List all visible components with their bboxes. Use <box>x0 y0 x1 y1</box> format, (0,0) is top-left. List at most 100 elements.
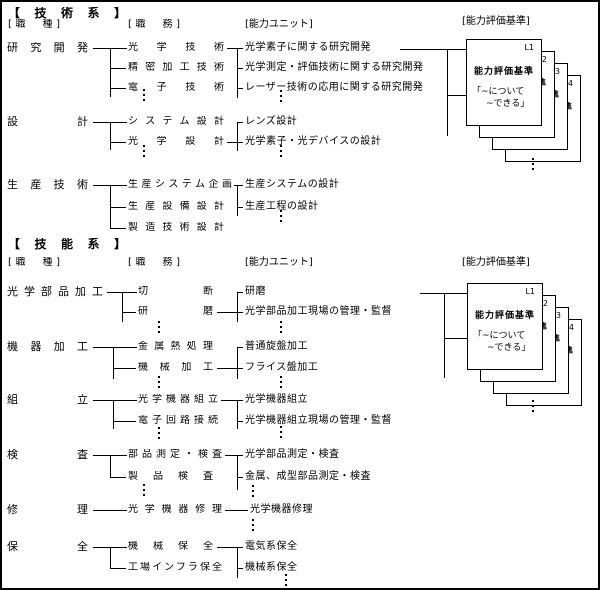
card-stub-line <box>444 338 467 339</box>
duty-label: 金属熱処理 <box>138 341 213 352</box>
duty-label: 研磨 <box>138 306 213 317</box>
duty-label: 製品検査 <box>128 471 213 482</box>
unit-more-ellipsis <box>280 145 282 160</box>
unit-bracket-line <box>237 122 238 151</box>
duty-label: システム設計 <box>128 116 224 127</box>
duty-label: 製造技術設計 <box>128 222 224 233</box>
column-header-ability-unit: [能力ユニット] <box>245 19 313 30</box>
duty-to-unit-line <box>225 455 243 456</box>
ability-unit-label: 機械系保全 <box>245 562 298 573</box>
card-level-label: L3 <box>551 311 561 320</box>
duty-bracket-line <box>110 48 111 97</box>
ability-unit-label: 光学部品加工現場の管理・監督 <box>245 306 392 317</box>
duty-stub-line <box>110 88 126 89</box>
card-quote-line1: 「~について <box>473 331 526 341</box>
job-to-duty-line <box>93 347 137 348</box>
card-title: 能力評価基準 <box>474 311 535 321</box>
duty-more-ellipsis <box>158 376 160 391</box>
duty-label: 機械保全 <box>128 541 213 552</box>
job-category-label: 設計 <box>7 116 88 128</box>
duty-label: 光学機器組立 <box>138 394 218 405</box>
card-level-label: L4 <box>564 323 574 332</box>
duty-label: 光学設計 <box>128 136 224 147</box>
ability-unit-label: 光学部品測定・検査 <box>245 449 340 460</box>
duty-to-unit-line <box>225 510 248 511</box>
unit-bracket-line <box>237 547 238 578</box>
duty-label: 生産設備設計 <box>128 201 224 212</box>
card-more-ellipsis <box>532 158 534 173</box>
duty-stub-line <box>110 68 126 69</box>
card-level-label: L2 <box>537 55 547 64</box>
duty-label: 光学技術 <box>128 42 224 53</box>
duty-bracket-line <box>110 185 111 228</box>
unit-bracket-line <box>237 185 238 216</box>
duty-label: 精密加工技術 <box>128 62 224 73</box>
section-title: 【技術系】 <box>8 7 126 19</box>
ability-unit-label: フライス盤加工 <box>245 362 319 373</box>
unit-stub-line <box>237 207 243 208</box>
duty-to-unit-line <box>221 400 243 401</box>
unit-bracket-line <box>237 347 238 379</box>
unit-more-ellipsis <box>252 485 254 500</box>
units-to-card-line <box>420 293 467 294</box>
job-category-label: 生産技術 <box>7 179 88 191</box>
duty-label: 切断 <box>138 286 213 297</box>
card-quote-line1: 「~について <box>472 87 525 97</box>
duty-stub-line <box>110 228 126 229</box>
card-stub-line <box>447 95 466 96</box>
duty-stub-line <box>110 568 126 569</box>
card-level-label: L4 <box>563 79 573 88</box>
duty-stub-line <box>113 368 136 369</box>
column-header-job-category: [職 種] <box>8 19 60 30</box>
duty-stub-line <box>110 207 126 208</box>
ability-unit-label: 光学測定・評価技術に関する研究開発 <box>245 62 424 73</box>
card-quote-line2: ~できる」 <box>486 99 530 109</box>
job-to-duty-line <box>93 400 137 401</box>
card-level-label: L1 <box>525 287 535 296</box>
ability-unit-label: 金属、成型部品測定・検査 <box>245 471 371 482</box>
ability-unit-label: 光学素子に関する研究開発 <box>245 42 371 53</box>
unit-stub-line <box>237 568 243 569</box>
card-level-label: L2 <box>538 299 548 308</box>
duty-to-unit-line <box>217 368 243 369</box>
unit-more-ellipsis <box>280 321 282 336</box>
card-quote-line2: ~できる」 <box>487 343 531 353</box>
units-to-card-line <box>400 49 466 50</box>
card-level-label: L3 <box>550 67 560 76</box>
duty-label: 光学機器修理 <box>128 504 222 515</box>
duty-label: 部品測定・検査 <box>128 449 222 460</box>
duty-bracket-line <box>113 347 114 379</box>
unit-stub-line <box>237 421 243 422</box>
job-category-label: 光学部品加工 <box>7 286 103 298</box>
duty-stub-line <box>110 142 126 143</box>
duty-bracket-line <box>122 292 123 322</box>
ability-unit-label: 光学機器修理 <box>250 504 313 515</box>
ability-unit-label: 生産工程の設計 <box>245 201 319 212</box>
job-category-label: 組立 <box>7 394 88 406</box>
job-to-duty-line <box>93 510 127 511</box>
unit-stub-line <box>237 292 243 293</box>
criteria-card: L1 能力評価基準 「~について ~できる」 <box>466 39 542 126</box>
job-category-label: 機器加工 <box>7 341 88 353</box>
duty-to-unit-line <box>227 48 243 49</box>
column-header-evaluation-standard: [能力評価基準] <box>462 16 530 27</box>
ability-unit-label: 光学機器組立 <box>245 394 308 405</box>
duty-more-ellipsis <box>143 89 145 104</box>
duty-label: 生産システム企画 <box>128 179 232 190</box>
card-collector-line <box>447 49 448 136</box>
ability-unit-label: 光学素子・光デバイスの設計 <box>245 136 382 147</box>
duty-to-unit-line <box>217 312 243 313</box>
unit-stub-line <box>237 347 243 348</box>
duty-bracket-line <box>113 400 114 429</box>
unit-bracket-line <box>237 48 238 98</box>
unit-more-ellipsis <box>285 574 287 589</box>
unit-stub-line <box>237 68 243 69</box>
job-category-label: 研究開発 <box>7 42 88 54</box>
unit-more-ellipsis <box>252 519 254 534</box>
card-collector-line <box>444 293 445 378</box>
ability-unit-label: 生産システムの設計 <box>245 179 340 190</box>
unit-stub-line <box>237 88 243 89</box>
column-header-job-category: [職 種] <box>8 257 60 268</box>
unit-bracket-line <box>237 400 238 429</box>
